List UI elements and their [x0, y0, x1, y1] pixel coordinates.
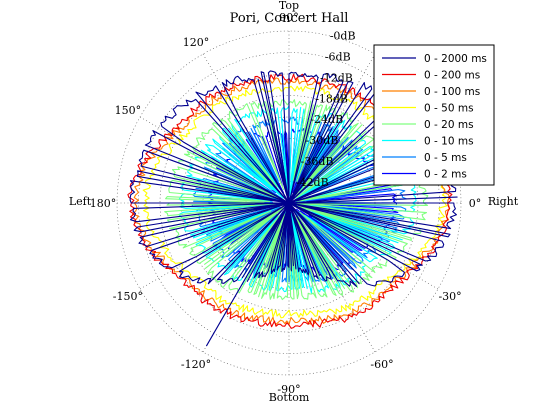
radial-tick-label: -12dB: [320, 71, 353, 84]
angle-tick-label: 90°: [279, 11, 299, 24]
legend-label: 0 - 20 ms: [424, 119, 474, 131]
legend-label: 0 - 200 ms: [424, 70, 480, 82]
angle-tick-label: 150°: [115, 104, 142, 117]
legend-label: 0 - 2 ms: [424, 169, 467, 181]
angle-tick-label: 180°: [90, 197, 117, 210]
legend-items: 0 - 2000 ms 0 - 200 ms 0 - 100 ms 0 - 50 ms…: [382, 53, 487, 181]
legend-label: 0 - 5 ms: [424, 152, 467, 164]
legend-box: [373, 44, 495, 186]
angle-tick-label: -150°: [113, 290, 143, 303]
legend: 0 - 2000 ms 0 - 200 ms 0 - 100 ms 0 - 50 ms…: [373, 44, 495, 186]
angle-tick-label: -120°: [181, 358, 211, 371]
radial-tick-label: -6dB: [325, 50, 351, 63]
radial-tick-label: -24dB: [310, 113, 343, 126]
radial-tick-label: -18dB: [315, 92, 348, 105]
direction-label-left: Left: [69, 195, 92, 208]
series-layer: [127, 70, 458, 347]
direction-label-bottom: Bottom: [269, 391, 310, 404]
legend-label: 0 - 50 ms: [424, 103, 474, 115]
angle-tick-label: -30°: [438, 290, 461, 303]
direction-label-top: Top: [279, 0, 299, 12]
legend-label: 0 - 100 ms: [424, 86, 480, 98]
angle-tick-label: -90°: [277, 383, 300, 396]
radial-tick-label: -42dB: [296, 176, 329, 189]
radial-tick-label: -0dB: [330, 29, 356, 42]
direction-label-right: Right: [488, 195, 519, 208]
angle-tick-label: -60°: [370, 358, 393, 371]
radial-tick-label: -30dB: [306, 134, 339, 147]
legend-label: 0 - 2000 ms: [424, 53, 487, 65]
legend-label: 0 - 10 ms: [424, 136, 474, 148]
angle-tick-label: 0°: [469, 197, 482, 210]
radial-tick-label: -36dB: [301, 155, 334, 168]
tick-labels: 0° -30° -60° -90° -120° -150° 180° 150° 120° 90° -…: [90, 11, 482, 396]
series-line-0: [129, 70, 458, 347]
angle-tick-label: 120°: [183, 36, 210, 49]
chart-title: Pori, Concert Hall: [230, 11, 349, 26]
